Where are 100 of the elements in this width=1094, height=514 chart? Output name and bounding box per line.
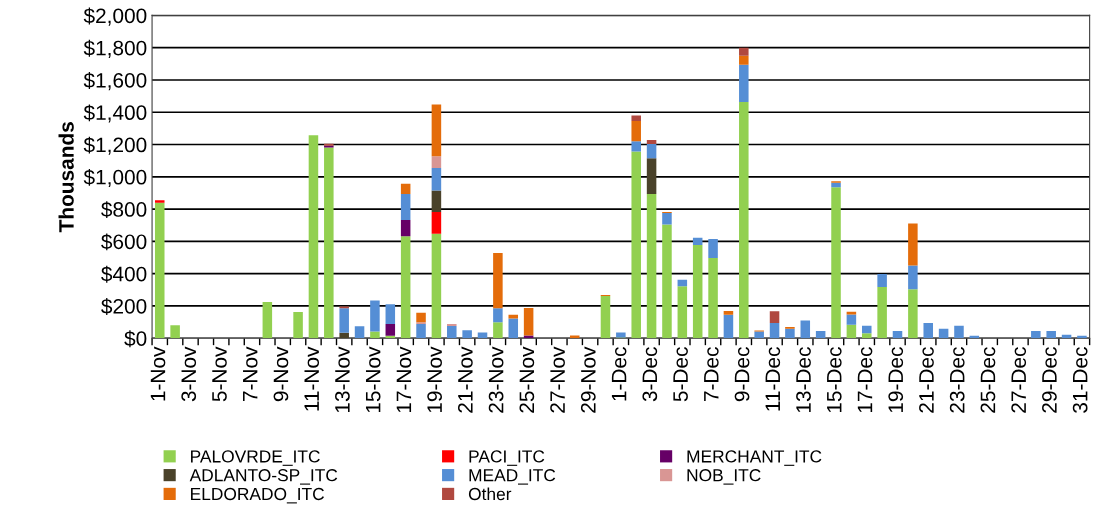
x-tick-label: 25-Nov <box>519 346 535 413</box>
bar <box>400 193 411 221</box>
x-tick-label: 13-Nov <box>335 346 350 413</box>
y-tick-label: $1,600 <box>83 72 147 91</box>
legend-label: ADLANTO-SP_ITC <box>189 469 338 485</box>
x-tick-label: 9-Nov <box>273 346 289 402</box>
bar <box>815 331 826 339</box>
y-tick-label: $1,800 <box>83 39 147 58</box>
bar <box>631 115 641 121</box>
x-tick-label: 3-Dec <box>642 347 658 402</box>
bar <box>708 238 718 258</box>
bar <box>462 330 472 339</box>
y-tick-label: $1,000 <box>83 168 147 188</box>
bar <box>431 233 442 339</box>
bar <box>831 187 841 339</box>
x-tick-label: 5-Nov <box>212 346 227 402</box>
bar <box>493 308 503 323</box>
x-tick-label: 27-Dec <box>1011 347 1027 413</box>
x-tick-label: 25-Dec <box>980 347 996 413</box>
bar <box>800 320 811 339</box>
bar <box>400 183 411 194</box>
bar <box>400 220 411 237</box>
bar <box>370 331 380 339</box>
y-tick-label: $600 <box>101 233 147 251</box>
bar <box>493 322 503 339</box>
bar <box>754 331 764 339</box>
x-tick-label: 21-Nov <box>457 346 473 413</box>
x-tick-label: 17-Dec <box>857 347 873 413</box>
bar <box>523 308 534 336</box>
x-tick-label: 27-Nov <box>550 346 565 413</box>
x-tick-label: 13-Dec <box>796 347 811 413</box>
y-tick-label: $200 <box>101 298 147 315</box>
x-tick-label: 15-Dec <box>827 347 842 413</box>
bar <box>385 324 396 336</box>
y-tick-label: $2,000 <box>83 7 147 26</box>
bar <box>677 286 688 339</box>
bar <box>708 258 718 339</box>
bar <box>154 202 165 339</box>
bar <box>508 318 519 339</box>
bar <box>1046 331 1056 339</box>
bar <box>646 140 657 145</box>
bar <box>862 325 872 334</box>
bar <box>170 325 180 339</box>
x-tick-label: 17-Nov <box>396 346 412 413</box>
legend-label: PACI_ITC <box>469 450 545 466</box>
x-tick-label: 7-Nov <box>243 346 258 402</box>
bar <box>692 245 703 339</box>
bar <box>447 326 457 339</box>
x-tick-label: 19-Dec <box>888 347 904 413</box>
y-tick-label: $0 <box>124 330 147 348</box>
y-tick-label: $400 <box>101 265 147 283</box>
bar <box>662 224 672 339</box>
bar <box>846 324 857 339</box>
x-tick-label: 23-Nov <box>488 346 504 413</box>
bar <box>846 314 857 325</box>
bar <box>646 144 657 159</box>
bar <box>954 325 964 339</box>
bar <box>293 312 303 339</box>
bar <box>739 55 749 65</box>
legend-label: NOB_ITC <box>687 469 761 485</box>
x-tick-label: 29-Dec <box>1042 347 1057 413</box>
bar <box>385 304 396 325</box>
y-tick-label: $1,400 <box>83 104 147 123</box>
bar <box>739 101 749 339</box>
bar <box>739 47 749 56</box>
y-axis-title: Thousands <box>58 122 74 233</box>
bar <box>769 322 780 339</box>
bar <box>723 311 734 315</box>
y-tick-label: $1,200 <box>83 136 147 155</box>
bar <box>324 147 334 339</box>
bar <box>400 236 411 339</box>
bar <box>431 190 442 212</box>
bar <box>769 311 780 323</box>
bar <box>723 314 734 339</box>
bar <box>646 193 657 339</box>
bar <box>262 301 273 339</box>
bar <box>431 212 442 234</box>
bar <box>938 328 949 339</box>
bar <box>523 335 534 339</box>
bar <box>923 322 934 339</box>
x-tick-label: 9-Dec <box>734 347 750 402</box>
bar <box>908 223 918 266</box>
bar <box>785 328 795 339</box>
bar <box>154 200 165 203</box>
bar <box>908 289 918 339</box>
bar <box>493 252 503 309</box>
x-tick-label: 1-Nov <box>150 346 166 401</box>
x-tick-label: 15-Nov <box>365 346 381 413</box>
x-tick-label: 11-Dec <box>765 347 781 411</box>
legend-label: Other <box>468 487 512 501</box>
x-tick-label: 7-Dec <box>704 347 719 402</box>
x-tick-label: 21-Dec <box>919 347 934 413</box>
bar <box>616 332 626 338</box>
bar <box>600 296 611 339</box>
bar <box>431 156 442 169</box>
bar <box>646 158 657 194</box>
x-tick-label: 29-Nov <box>580 346 596 413</box>
legend-label: MEAD_ITC <box>469 469 556 485</box>
bar <box>892 331 903 339</box>
x-tick-label: 11-Nov <box>304 346 320 411</box>
